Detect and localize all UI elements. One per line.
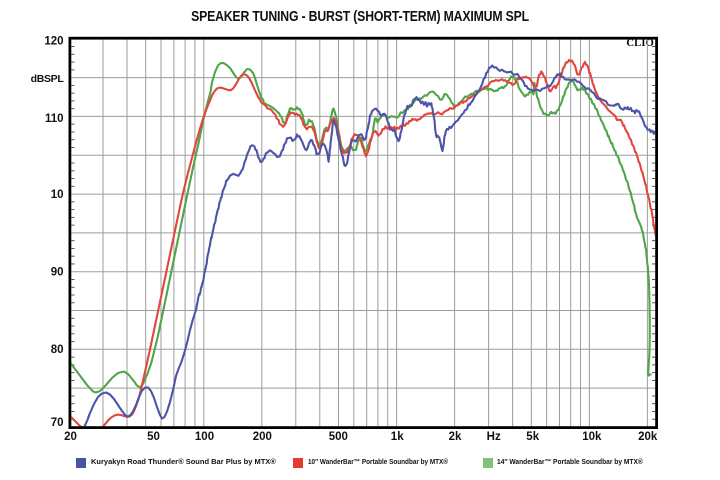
svg-text:20: 20 bbox=[64, 431, 77, 443]
svg-text:70: 70 bbox=[51, 417, 64, 429]
svg-text:1k: 1k bbox=[391, 431, 404, 443]
svg-text:120: 120 bbox=[44, 35, 63, 47]
svg-text:Hz: Hz bbox=[487, 431, 501, 443]
svg-text:50: 50 bbox=[147, 431, 160, 443]
svg-text:90: 90 bbox=[51, 266, 64, 278]
svg-text:80: 80 bbox=[51, 344, 64, 356]
svg-text:dBSPL: dBSPL bbox=[31, 73, 65, 85]
svg-text:10k: 10k bbox=[582, 431, 602, 443]
svg-text:110: 110 bbox=[45, 113, 64, 125]
svg-text:2k: 2k bbox=[449, 431, 462, 443]
svg-text:100: 100 bbox=[195, 431, 214, 443]
svg-text:500: 500 bbox=[329, 431, 348, 443]
svg-text:5k: 5k bbox=[526, 431, 539, 443]
svg-text:200: 200 bbox=[253, 431, 272, 443]
svg-text:10: 10 bbox=[51, 189, 64, 201]
svg-text:20k: 20k bbox=[638, 431, 658, 443]
